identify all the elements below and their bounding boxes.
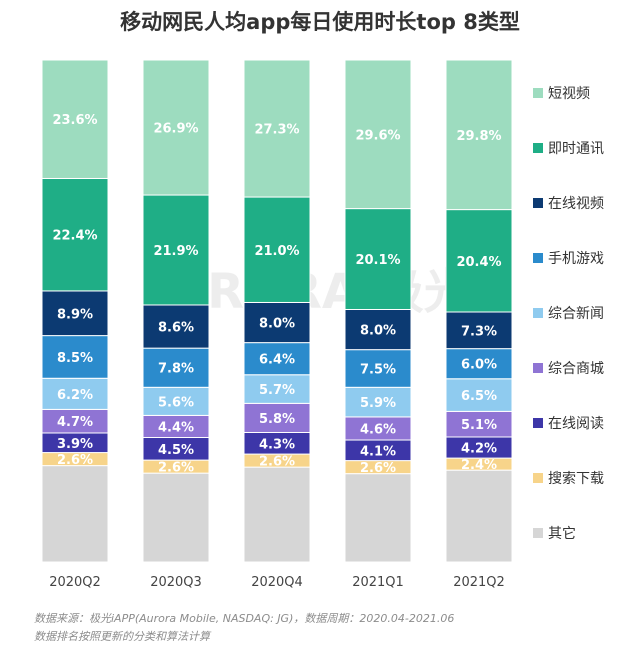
data-label: 2.6%: [360, 461, 396, 476]
data-label: 4.2%: [461, 442, 497, 457]
legend-swatch: [533, 308, 543, 318]
data-label: 8.5%: [57, 351, 93, 366]
bar-segment: [445, 469, 513, 563]
data-label: 4.1%: [360, 444, 396, 459]
bar-segment: [445, 59, 513, 211]
data-label: 2.4%: [461, 458, 497, 473]
bar-segment: [142, 59, 210, 196]
bar-segment: [142, 472, 210, 563]
legend-label: 在线视频: [548, 196, 604, 212]
bar-segment: [344, 208, 412, 310]
data-label: 6.5%: [461, 389, 497, 404]
data-label: 5.7%: [259, 383, 295, 398]
data-label: 5.8%: [259, 412, 295, 427]
x-tick-label: 2020Q3: [150, 575, 202, 590]
bar-segment: [344, 59, 412, 210]
bar-segment: [41, 465, 109, 563]
data-label: 4.5%: [158, 443, 194, 458]
data-label: 8.0%: [259, 317, 295, 332]
data-label: 8.9%: [57, 307, 93, 322]
legend-swatch: [533, 418, 543, 428]
bar-segment: [344, 308, 412, 351]
legend-label: 手机游戏: [548, 251, 604, 267]
data-label: 5.6%: [158, 395, 194, 410]
legend-label: 综合商城: [548, 361, 604, 377]
legend-label: 综合新闻: [548, 306, 604, 322]
data-label: 4.7%: [57, 415, 93, 430]
legend-label: 即时通讯: [548, 141, 604, 157]
data-label: 7.5%: [360, 362, 396, 377]
bar-segment: [243, 374, 311, 404]
data-label: 27.3%: [254, 123, 299, 138]
bar-segment: [344, 386, 412, 418]
bar-segment: [243, 402, 311, 433]
chart-title: 移动网民人均app每日使用时长top 8类型: [120, 10, 520, 34]
bar-segment: [445, 378, 513, 412]
legend-label: 搜索下载: [548, 470, 604, 487]
data-label: 7.3%: [461, 324, 497, 339]
legend-swatch: [533, 88, 543, 98]
bar-segment: [445, 209, 513, 313]
bar-segment: [243, 466, 311, 563]
watermark-text: URORA 极光: [168, 264, 472, 320]
bar-segment: [445, 410, 513, 438]
data-label: 2.6%: [259, 455, 295, 470]
legend-swatch: [533, 143, 543, 153]
bar-segment: [243, 342, 311, 376]
data-label: 7.8%: [158, 362, 194, 377]
bar-segment: [243, 59, 311, 198]
legend-swatch: [533, 198, 543, 208]
data-label: 29.8%: [456, 129, 501, 144]
data-label: 22.4%: [52, 229, 97, 244]
bar-segment: [445, 311, 513, 350]
data-label: 21.9%: [153, 244, 198, 259]
legend-swatch: [533, 253, 543, 263]
data-label: 26.9%: [153, 122, 198, 137]
ranking-note: 数据排名按照更新的分类和算法计算: [34, 630, 210, 643]
bar-segment: [142, 194, 210, 306]
data-label: 6.2%: [57, 388, 93, 403]
data-label: 20.4%: [456, 255, 501, 270]
data-label: 2.6%: [57, 453, 93, 468]
data-label: 5.1%: [461, 418, 497, 433]
legend-swatch: [533, 473, 543, 483]
data-label: 29.6%: [355, 128, 400, 143]
bar-segment: [344, 473, 412, 563]
data-label: 4.6%: [360, 422, 396, 437]
data-label: 3.9%: [57, 437, 93, 452]
data-label: 21.0%: [254, 244, 299, 259]
bar-segment: [142, 386, 210, 416]
data-label: 6.4%: [259, 353, 295, 368]
legend-swatch: [533, 363, 543, 373]
bar-segment: [142, 304, 210, 349]
legend-swatch: [533, 528, 543, 538]
data-label: 20.1%: [355, 253, 400, 268]
data-label: 23.6%: [52, 113, 97, 128]
legend-label: 短视频: [548, 86, 590, 102]
x-tick-label: 2021Q2: [453, 575, 505, 590]
data-label: 4.4%: [158, 420, 194, 435]
data-label: 6.0%: [461, 358, 497, 373]
x-tick-label: 2020Q2: [49, 575, 101, 590]
bar-segment: [142, 347, 210, 388]
data-label: 8.0%: [360, 324, 396, 339]
bar-segment: [445, 348, 513, 380]
data-label: 5.9%: [360, 396, 396, 411]
data-label: 8.6%: [158, 321, 194, 336]
legend-label: 其它: [548, 525, 576, 542]
bar-segment: [41, 377, 109, 410]
x-tick-label: 2020Q4: [251, 575, 303, 590]
bar-segment: [41, 59, 109, 179]
bar-segment: [243, 301, 311, 344]
data-label: 2.6%: [158, 461, 194, 476]
x-tick-label: 2021Q1: [352, 575, 404, 590]
data-label: 4.3%: [259, 437, 295, 452]
legend-label: 在线阅读: [548, 415, 604, 432]
data-source-note: 数据来源：极光iAPP(Aurora Mobile, NASDAQ: JG)，数…: [34, 612, 455, 625]
bar-segment: [243, 196, 311, 303]
